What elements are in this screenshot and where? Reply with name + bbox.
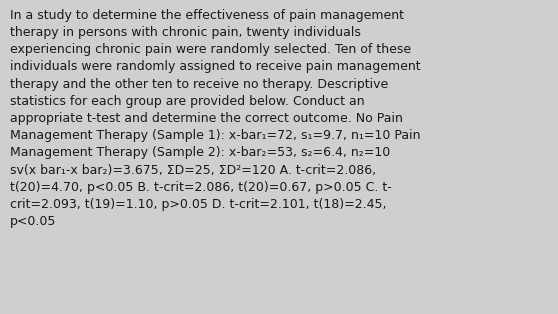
Text: In a study to determine the effectiveness of pain management
therapy in persons : In a study to determine the effectivenes…: [10, 9, 421, 228]
